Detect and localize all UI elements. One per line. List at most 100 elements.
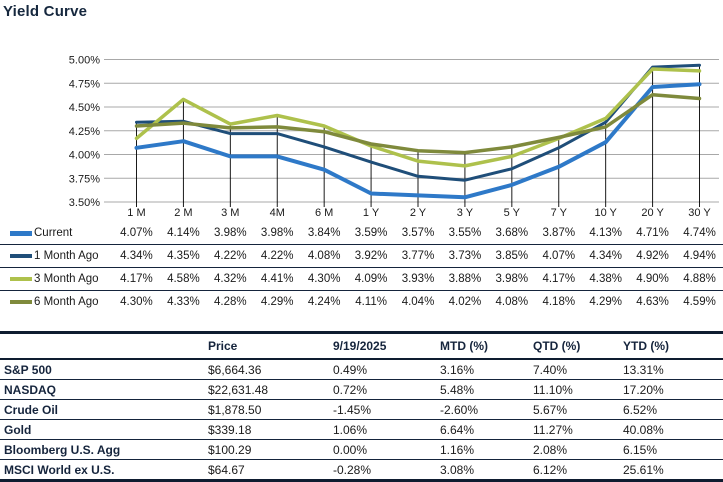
yield-table-row: Current 4.07% 4.14% 3.98% 3.98% 3.84% 3.59% 3.5… [0,222,723,245]
yield-value: 3.98% [214,227,247,239]
legend-cell: 1 Month Ago [0,250,113,262]
yield-value: 4.30% [307,273,341,285]
yield-value: 4.58% [167,273,200,285]
yield-value: 3.92% [354,250,388,262]
x-axis-label: 1 M [127,206,146,219]
yield-value: 3.88% [448,273,482,285]
column-header: Price [205,331,330,360]
instrument-value: 5.48% [437,379,530,400]
x-axis-label: 2 Y [409,206,427,219]
yield-value: 3.87% [542,227,576,239]
yield-value: 3.85% [495,250,529,262]
y-axis-tick-label: 4.25% [69,126,100,138]
yield-curve-chart: 5.00% 4.75% 4.50% 4.25% 4.00% 3.75% 3.50% [69,55,719,209]
x-axis-label: 10 Y [594,206,617,219]
yield-value: 4.94% [683,250,716,262]
yield-value: 4.90% [636,273,669,285]
yield-table-row: 3 Month Ago 4.17% 4.58% 4.32% 4.41% 4.30% 4.09… [0,268,723,291]
x-axis-label: 5 Y [503,206,520,219]
instrument-value: 5.67% [530,399,620,420]
yield-value: 4.07% [120,227,153,239]
yield-value: 3.68% [495,227,529,239]
instrument-value: 6.15% [620,439,723,460]
x-axis-label: 7 Y [550,206,567,219]
instrument-value: 3.08% [437,459,530,482]
instrument-value: $64.67 [205,459,330,482]
yield-series-rows: Current 4.07% 4.14% 3.98% 3.98% 3.84% 3.59% 3.5… [0,222,723,313]
instrument-label: Crude Oil [0,399,205,420]
page-title: Yield Curve [3,3,88,20]
x-axis-label: 1 Y [362,206,380,219]
instrument-label: MSCI World ex U.S. [0,459,205,482]
yield-value: 4.11% [355,296,387,308]
legend-line-swatch [10,230,32,236]
yield-values-table: 1 M 2 M 3 M 4M 6 M 1 Y 2 Y 3 Y 5 Y 7 Y 10 Y 20 Y 30 … [0,203,723,313]
instrument-value: 3.16% [437,359,530,380]
market-summary-table: Price 9/19/2025 MTD (%) QTD (%) YTD (%) S&P … [0,331,723,482]
yield-value: 4.30% [120,296,153,308]
yield-value: 4.29% [589,296,622,308]
x-axis-label: 30 Y [688,206,711,219]
instrument-value: 7.40% [530,359,620,380]
series-line-3-month-ago [134,67,702,168]
instrument-label: S&P 500 [0,359,205,380]
instrument-value: 11.10% [530,379,620,400]
legend-line-swatch [10,300,32,304]
yield-value: 3.84% [307,227,341,239]
y-axis-tick-label: 3.50% [69,197,100,209]
table-row: Bloomberg U.S. Agg $100.29 0.00% 1.16% 2.08%… [0,439,723,460]
series-line-1-month-ago [135,63,701,182]
series-line-current [134,82,702,200]
instrument-value: $100.29 [205,439,330,460]
yield-value: 3.93% [401,273,435,285]
table-row: Gold $339.18 1.06% 6.64% 11.27% 40.08% [0,419,723,440]
legend-cell: 3 Month Ago [0,273,113,285]
legend-cell: Current [0,227,113,239]
column-header: 9/19/2025 [330,331,437,360]
x-axis-labels-row: 1 M 2 M 3 M 4M 6 M 1 Y 2 Y 3 Y 5 Y 7 Y 10 Y 20 Y 30 … [0,203,723,222]
table-row: Crude Oil $1,878.50 -1.45% -2.60% 5.67% 6.52% [0,399,723,420]
series-name: 1 Month Ago [34,250,99,262]
y-axis-tick-label: 4.50% [69,102,100,114]
table-row: NASDAQ $22,631.48 0.72% 5.48% 11.10% 17.20% [0,379,723,400]
instrument-value: 40.08% [620,419,723,440]
yield-value: 4.63% [636,296,669,308]
series-name: Current [34,227,73,239]
yield-value: 4.38% [589,273,622,285]
instrument-value: $22,631.48 [205,379,330,400]
yield-value: 4.13% [589,227,622,239]
yield-value: 3.77% [401,250,435,262]
yield-value: 4.71% [636,227,669,239]
yield-value: 4.22% [260,250,294,262]
instrument-value: 13.31% [620,359,723,380]
legend-cell: 6 Month Ago [0,296,113,308]
instrument-value: 6.52% [620,399,723,420]
legend-line-swatch [10,254,32,258]
yield-value: 3.98% [495,273,529,285]
yield-table-row: 6 Month Ago 4.30% 4.33% 4.28% 4.29% 4.24% 4.11… [0,291,723,313]
instrument-label: NASDAQ [0,379,205,400]
instrument-value: 11.27% [530,419,620,440]
yield-value: 4.22% [214,250,247,262]
x-axis-label: 3 M [221,206,240,219]
instrument-value: 1.16% [437,439,530,460]
series-name: 6 Month Ago [34,296,99,308]
instrument-value: 1.06% [330,419,437,440]
yield-value: 4.14% [167,227,200,239]
yield-value: 4.88% [683,273,716,285]
instrument-value: $1,878.50 [205,399,330,420]
market-table-header-row: Price 9/19/2025 MTD (%) QTD (%) YTD (%) [0,331,723,360]
yield-value: 4.35% [167,250,200,262]
x-axis-label: 3 Y [456,206,474,219]
y-axis-tick-label: 4.75% [69,78,100,90]
instrument-value: 0.00% [330,439,437,460]
instrument-label: Bloomberg U.S. Agg [0,439,205,460]
yield-table-row: 1 Month Ago 4.34% 4.35% 4.22% 4.22% 4.08% 3.92… [0,245,723,268]
yield-value: 4.28% [214,296,247,308]
x-axis-label: 6 M [314,206,334,219]
yield-value: 4.04% [401,296,435,308]
table-row: S&P 500 $6,664.36 0.49% 3.16% 7.40% 13.31% [0,359,723,380]
column-header: QTD (%) [530,331,620,360]
yield-value: 4.59% [683,296,716,308]
